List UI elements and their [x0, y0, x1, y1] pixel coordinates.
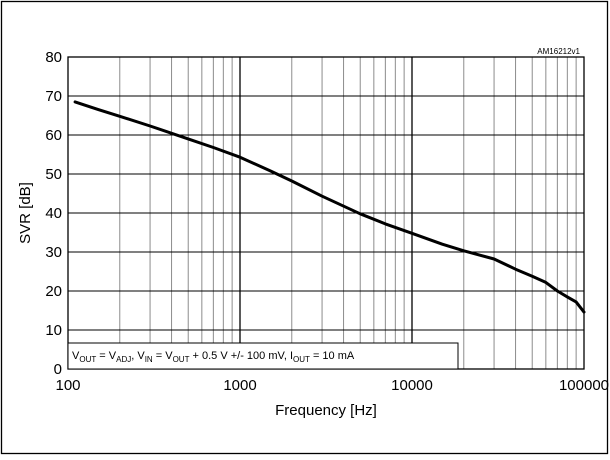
y-tick-label: 60: [45, 127, 62, 144]
y-tick-label: 0: [54, 361, 62, 378]
y-tick-label: 20: [45, 283, 62, 300]
series-lines: [73, 100, 586, 314]
y-tick-labels: 0 10 20 30 40 50 60 70 80: [45, 49, 62, 378]
x-tick-label: 10000: [391, 377, 433, 394]
condition-box: [67, 342, 459, 370]
y-tick-label: 70: [45, 88, 62, 105]
grid-lines: [68, 57, 584, 369]
y-tick-label: 80: [45, 49, 62, 66]
x-tick-label: 100: [55, 377, 80, 394]
condition-text: VOUT = VADJ, VIN = VOUT + 0.5 V +/- 100 …: [72, 350, 355, 364]
y-tick-label: 50: [45, 166, 62, 183]
x-axis-title: Frequency [Hz]: [275, 402, 377, 419]
x-tick-labels: 100 1000 10000 100000: [55, 377, 609, 394]
y-tick-label: 40: [45, 205, 62, 222]
y-tick-label: 10: [45, 322, 62, 339]
y-axis-title: SVR [dB]: [17, 182, 34, 244]
y-tick-label: 30: [45, 244, 62, 261]
x-tick-label: 1000: [223, 377, 256, 394]
svr-curve: [73, 100, 586, 314]
x-tick-label: 100000: [559, 377, 609, 394]
figure-code: AM16212v1: [537, 47, 580, 56]
